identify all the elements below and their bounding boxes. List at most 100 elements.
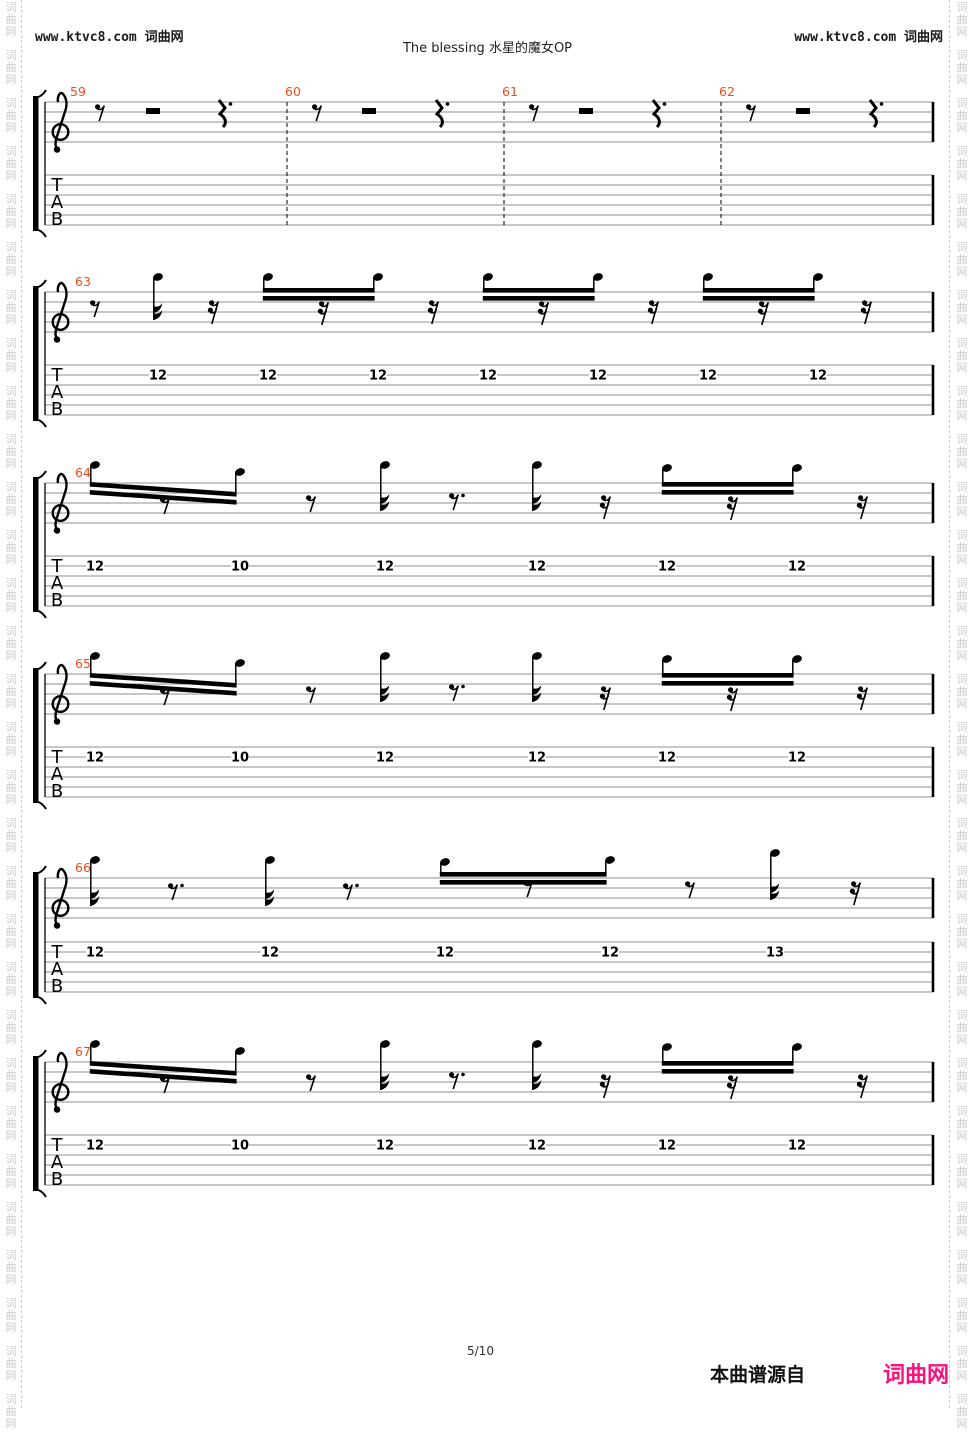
watermark-text: 词曲网 (5, 337, 17, 374)
watermark-text: 词曲网 (956, 289, 968, 326)
fret-number: 12 (658, 751, 676, 766)
notehead (90, 652, 100, 660)
watermark-text: 词曲网 (5, 433, 17, 470)
rest-r8 (529, 104, 539, 122)
tab-letter: A (51, 1152, 64, 1173)
watermark-text: 词曲网 (5, 529, 17, 566)
tab-letter: T (51, 1135, 64, 1156)
note-flag (532, 685, 542, 695)
notehead (792, 464, 802, 472)
rest-r4d (434, 99, 450, 129)
note-flag (770, 890, 780, 900)
notehead (792, 655, 802, 663)
rest-r8d (168, 883, 184, 901)
rest-r4d (217, 99, 233, 129)
watermark-text: 词曲网 (956, 241, 968, 278)
rest-rh (146, 108, 160, 114)
fret-number: 12 (589, 369, 607, 384)
notehead (593, 273, 603, 281)
rest-r16 (537, 301, 549, 326)
watermark-text: 词曲网 (5, 817, 17, 854)
fret-number: 12 (658, 560, 676, 575)
fret-number: 12 (479, 369, 497, 384)
rest-r8 (306, 1074, 316, 1092)
fret-number: 12 (436, 946, 454, 961)
watermark-text: 词曲网 (956, 577, 968, 614)
fret-number: 12 (86, 1139, 104, 1154)
watermark-text: 词曲网 (5, 385, 17, 422)
watermark-text: 词曲网 (5, 1249, 17, 1286)
rest-r16 (599, 1074, 611, 1099)
notehead (235, 1047, 245, 1055)
notehead (813, 273, 823, 281)
watermark-text: 词曲网 (956, 145, 968, 182)
notehead (380, 461, 390, 469)
watermark-text: 词曲网 (5, 625, 17, 662)
footer-brand-link[interactable]: 词曲网 (883, 1363, 950, 1388)
fret-number: 12 (86, 751, 104, 766)
notehead (380, 1040, 390, 1048)
notehead (770, 849, 780, 857)
system-5: TAB 66 12 12 12 12 13 (33, 849, 935, 1005)
fret-number: 12 (809, 369, 827, 384)
rest-r16 (726, 687, 738, 712)
watermark-text: 词曲网 (5, 1297, 17, 1334)
treble-clef-icon (51, 1051, 70, 1113)
treble-clef-icon (51, 663, 70, 725)
footer-source-label: 本曲谱源自 (710, 1364, 806, 1386)
tab-letter: T (51, 942, 64, 963)
tab-letter: A (51, 573, 64, 594)
rest-r16 (427, 300, 439, 325)
song-title: The blessing 水星的魔女OP (402, 41, 573, 56)
tab-letter: T (51, 175, 64, 196)
rest-r16 (647, 300, 659, 325)
fret-number: 12 (369, 369, 387, 384)
watermark-text: 词曲网 (956, 385, 968, 422)
watermark-text: 词曲网 (5, 577, 17, 614)
fret-number: 12 (528, 751, 546, 766)
system-bracket (33, 286, 39, 421)
note-flag (532, 501, 542, 511)
watermark-text: 词曲网 (5, 721, 17, 758)
measure-number: 67 (75, 1044, 91, 1059)
fret-number: 12 (261, 946, 279, 961)
fret-number: 10 (231, 751, 249, 766)
beam (262, 288, 375, 293)
rest-r8 (306, 495, 316, 513)
watermark-text: 词曲网 (5, 1057, 17, 1094)
beam (482, 296, 595, 301)
rest-r8d (449, 684, 465, 702)
watermark-text: 词曲网 (956, 1153, 968, 1190)
tab-letter: A (51, 959, 64, 980)
rest-r8 (306, 686, 316, 704)
watermark-text: 词曲网 (956, 721, 968, 758)
watermark-text: 词曲网 (5, 193, 17, 230)
rest-r8d (343, 883, 359, 901)
watermark-text: 词曲网 (5, 1201, 17, 1238)
notehead (703, 273, 713, 281)
rest-r8 (95, 104, 105, 122)
rest-r4d (868, 99, 884, 129)
rest-r16 (726, 496, 738, 521)
tab-letter: B (51, 209, 63, 230)
watermark-text: 词曲网 (956, 1057, 968, 1094)
watermark-text: 词曲网 (5, 769, 17, 806)
system-bracket (33, 872, 39, 998)
site-url-header-left: www.ktvc8.com 词曲网 (35, 30, 184, 45)
watermark-text: 词曲网 (956, 193, 968, 230)
notehead (235, 468, 245, 476)
watermark-text: 词曲网 (956, 529, 968, 566)
note-flag (90, 896, 100, 906)
site-url-header-right: www.ktvc8.com 词曲网 (794, 30, 943, 45)
system-bracket (33, 1056, 39, 1191)
fret-number: 12 (86, 560, 104, 575)
watermark-text: 词曲网 (5, 1009, 17, 1046)
beam (661, 1069, 794, 1074)
beam (262, 296, 375, 301)
fret-number: 12 (376, 560, 394, 575)
rest-r16 (849, 881, 861, 906)
beam (702, 296, 815, 301)
notehead (90, 856, 100, 864)
fret-number: 12 (528, 1139, 546, 1154)
system-3: TAB 64 12 10 12 12 12 12 (33, 461, 935, 619)
